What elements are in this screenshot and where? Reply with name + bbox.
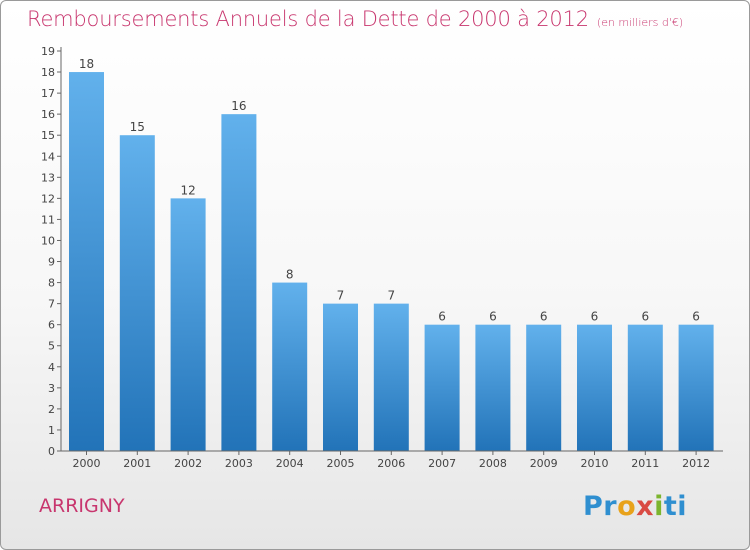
bar-value-label: 15 xyxy=(130,120,145,134)
y-tick-label: 13 xyxy=(41,171,55,184)
logo-part: ti xyxy=(663,491,688,522)
y-tick-label: 11 xyxy=(41,213,55,226)
x-tick-label: 2000 xyxy=(73,457,101,470)
bar-value-label: 18 xyxy=(79,57,94,71)
x-tick-label: 2012 xyxy=(682,457,710,470)
y-tick-label: 14 xyxy=(41,150,55,163)
y-tick-label: 12 xyxy=(41,192,55,205)
bar xyxy=(577,324,612,451)
bar-value-label: 6 xyxy=(591,310,599,324)
chart-title-text: Remboursements Annuels de la Dette de 20… xyxy=(27,7,589,31)
x-tick-label: 2009 xyxy=(530,457,558,470)
x-tick-label: 2002 xyxy=(174,457,202,470)
bar-value-label: 7 xyxy=(387,289,395,303)
x-tick-label: 2010 xyxy=(581,457,609,470)
y-tick-label: 4 xyxy=(48,361,55,374)
y-tick-label: 7 xyxy=(48,298,55,311)
bar xyxy=(475,324,511,451)
y-tick-label: 18 xyxy=(41,66,55,79)
bar-value-label: 7 xyxy=(337,289,345,303)
bar xyxy=(373,303,409,451)
x-tick-label: 2001 xyxy=(123,457,151,470)
bar xyxy=(221,114,257,451)
bar xyxy=(69,72,104,451)
bar xyxy=(119,135,155,452)
y-tick-label: 8 xyxy=(48,277,55,290)
proxiti-logo: Proxiti xyxy=(583,491,687,522)
bar xyxy=(424,324,460,451)
bar xyxy=(526,324,562,451)
y-tick-label: 10 xyxy=(41,234,55,247)
y-tick-label: 9 xyxy=(48,256,55,269)
y-tick-label: 0 xyxy=(48,445,55,458)
bar-value-label: 12 xyxy=(180,183,195,197)
bar-value-label: 16 xyxy=(231,99,246,113)
bar-value-label: 6 xyxy=(489,310,497,324)
x-tick-label: 2008 xyxy=(479,457,507,470)
chart-title: Remboursements Annuels de la Dette de 20… xyxy=(27,7,683,31)
logo-part: o xyxy=(617,491,637,522)
y-tick-label: 1 xyxy=(48,424,55,437)
bar xyxy=(272,282,308,451)
bar-value-label: 6 xyxy=(692,310,700,324)
y-tick-label: 3 xyxy=(48,382,55,395)
bar xyxy=(627,324,663,451)
bar-value-label: 8 xyxy=(286,268,294,282)
y-tick-label: 19 xyxy=(41,45,55,58)
y-tick-label: 2 xyxy=(48,403,55,416)
y-tick-label: 5 xyxy=(48,340,55,353)
x-tick-label: 2003 xyxy=(225,457,253,470)
logo-part: x xyxy=(636,491,655,522)
y-tick-label: 15 xyxy=(41,129,55,142)
bar-value-label: 6 xyxy=(540,310,548,324)
chart-subtitle: (en milliers d'€) xyxy=(596,16,684,29)
bar xyxy=(678,324,714,451)
bar xyxy=(323,303,358,451)
x-tick-label: 2005 xyxy=(327,457,355,470)
x-axis: 2000 2001 2002 2003 2004 2005 2006 2007 2008 2009… xyxy=(61,450,723,470)
commune-name: ARRIGNY xyxy=(39,495,125,517)
x-tick-label: 2004 xyxy=(276,457,304,470)
y-tick-label: 6 xyxy=(48,319,55,332)
bar xyxy=(170,198,206,451)
x-tick-label: 2007 xyxy=(428,457,456,470)
x-tick-label: 2006 xyxy=(377,457,405,470)
bars: 18 15 12 16 8 7 7 6 6 6 6 6 6 xyxy=(69,57,714,452)
y-tick-label: 17 xyxy=(41,87,55,100)
x-tick-label: 2011 xyxy=(631,457,659,470)
bar-value-label: 6 xyxy=(641,310,649,324)
y-tick-label: 16 xyxy=(41,108,55,121)
logo-part: Pr xyxy=(583,491,618,522)
bar-value-label: 6 xyxy=(438,310,446,324)
logo-part: i xyxy=(654,491,664,522)
